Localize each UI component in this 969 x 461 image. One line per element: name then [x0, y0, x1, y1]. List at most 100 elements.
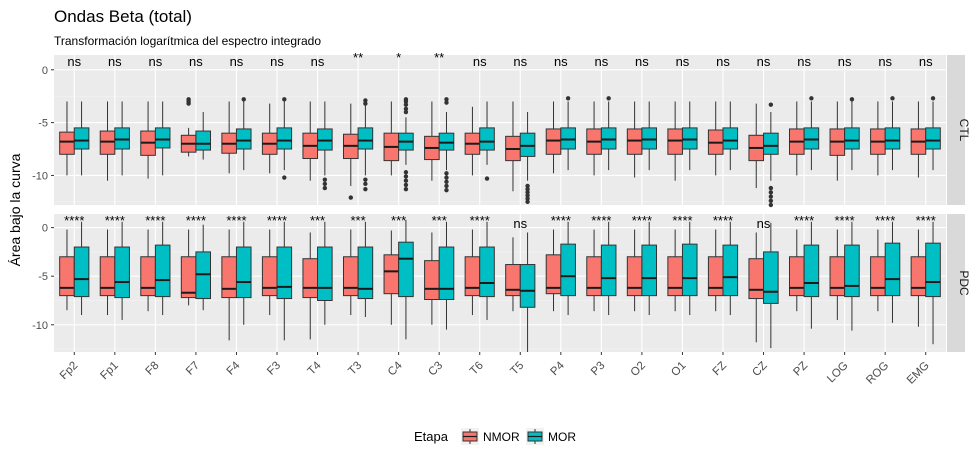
significance-label: ** — [353, 50, 363, 65]
box-body — [505, 264, 521, 297]
significance-label: **** — [551, 213, 571, 228]
box-body — [154, 127, 171, 149]
significance-label: ns — [473, 54, 487, 69]
box-body — [803, 244, 820, 298]
outlier-point — [403, 182, 409, 188]
box-mor-o1 — [681, 221, 698, 316]
legend: Etapa NMOR MOR — [414, 428, 576, 445]
box-body — [667, 256, 683, 297]
box-body — [681, 243, 698, 297]
box-mor-t5 — [519, 112, 536, 205]
x-tick-label: C4 — [386, 359, 405, 378]
outlier-point — [444, 175, 449, 180]
box-mor-t3 — [357, 221, 374, 318]
box-nmor-log — [829, 229, 846, 320]
box-body — [586, 256, 602, 297]
box-body — [763, 251, 779, 304]
box-nmor-o1 — [667, 229, 683, 312]
box-body — [681, 127, 698, 150]
significance-label: **** — [186, 213, 206, 228]
box-body — [641, 244, 658, 297]
significance-label: ns — [311, 54, 325, 69]
box-body — [73, 246, 90, 298]
box-body — [302, 258, 319, 299]
outlier-point — [444, 179, 449, 184]
outlier-point — [348, 195, 353, 200]
x-tick-label: F7 — [184, 360, 202, 378]
outlier-point — [363, 186, 368, 192]
outlier-point — [484, 176, 490, 181]
outlier-point — [322, 185, 328, 191]
box-mor-t4 — [317, 101, 333, 191]
legend-label: NMOR — [483, 430, 520, 444]
box-nmor-p3 — [586, 101, 602, 176]
box-nmor-f8 — [140, 229, 156, 312]
box-nmor-emg — [910, 101, 927, 178]
significance-label: ns — [838, 54, 852, 69]
significance-label: ns — [270, 54, 284, 69]
box-nmor-log — [829, 101, 846, 181]
box-body — [357, 127, 374, 150]
significance-label: *** — [350, 213, 365, 228]
x-tick-label: FZ — [711, 360, 729, 378]
box-mor-fz — [722, 221, 739, 316]
outlier-point — [768, 102, 774, 107]
box-body — [884, 127, 901, 150]
box-mor-log — [844, 221, 860, 331]
significance-label: ns — [919, 54, 933, 69]
box-mor-f3 — [276, 221, 293, 341]
significance-label: **** — [672, 213, 692, 228]
box-mor-log — [844, 97, 860, 171]
box-body — [722, 127, 739, 150]
chart-title: Ondas Beta (total) — [54, 7, 192, 26]
box-nmor-f4 — [221, 229, 237, 341]
box-mor-o1 — [681, 101, 698, 171]
facet-strip-label: CTL — [957, 119, 969, 142]
significance-label: ns — [108, 54, 122, 69]
x-tick-label: T6 — [468, 360, 486, 378]
box-body — [763, 132, 779, 155]
outlier-point — [444, 171, 449, 176]
box-body — [140, 256, 156, 297]
facet-strip — [947, 214, 965, 352]
box-mor-f8 — [154, 101, 171, 176]
box-body — [383, 254, 400, 295]
box-body — [707, 256, 724, 297]
box-body — [180, 256, 197, 299]
x-tick-label: O1 — [669, 360, 688, 379]
box-body — [844, 244, 860, 298]
y-tick-label: 0 — [42, 223, 48, 235]
box-nmor-t5 — [505, 237, 521, 312]
box-body — [600, 244, 617, 297]
outlier-point — [241, 97, 246, 102]
box-body — [545, 128, 562, 155]
box-body — [114, 246, 130, 299]
box-mor-rog — [884, 221, 901, 323]
box-body — [99, 256, 116, 297]
significance-label: ns — [513, 216, 527, 231]
box-nmor-o2 — [626, 229, 643, 312]
significance-label: ns — [757, 54, 771, 69]
x-tick-label: PZ — [791, 360, 810, 379]
outlier-point — [444, 188, 449, 193]
box-body — [722, 244, 739, 297]
box-nmor-t4 — [302, 101, 319, 181]
significance-label: **** — [470, 213, 490, 228]
significance-label: ns — [594, 54, 608, 69]
box-nmor-fp2 — [59, 101, 75, 176]
box-body — [424, 260, 440, 301]
box-body — [154, 244, 171, 298]
box-body — [641, 127, 658, 150]
significance-label: ns — [716, 54, 730, 69]
box-body — [59, 131, 75, 155]
y-tick-label: -10 — [32, 320, 48, 332]
box-body — [114, 127, 130, 150]
box-nmor-c4 — [383, 230, 400, 325]
box-body — [235, 246, 252, 299]
box-body — [788, 256, 805, 297]
significance-label: **** — [916, 213, 936, 228]
outlier-point — [930, 96, 936, 101]
outlier-point — [525, 186, 530, 192]
y-tick-label: -5 — [38, 118, 48, 130]
outlier-point — [768, 202, 774, 208]
